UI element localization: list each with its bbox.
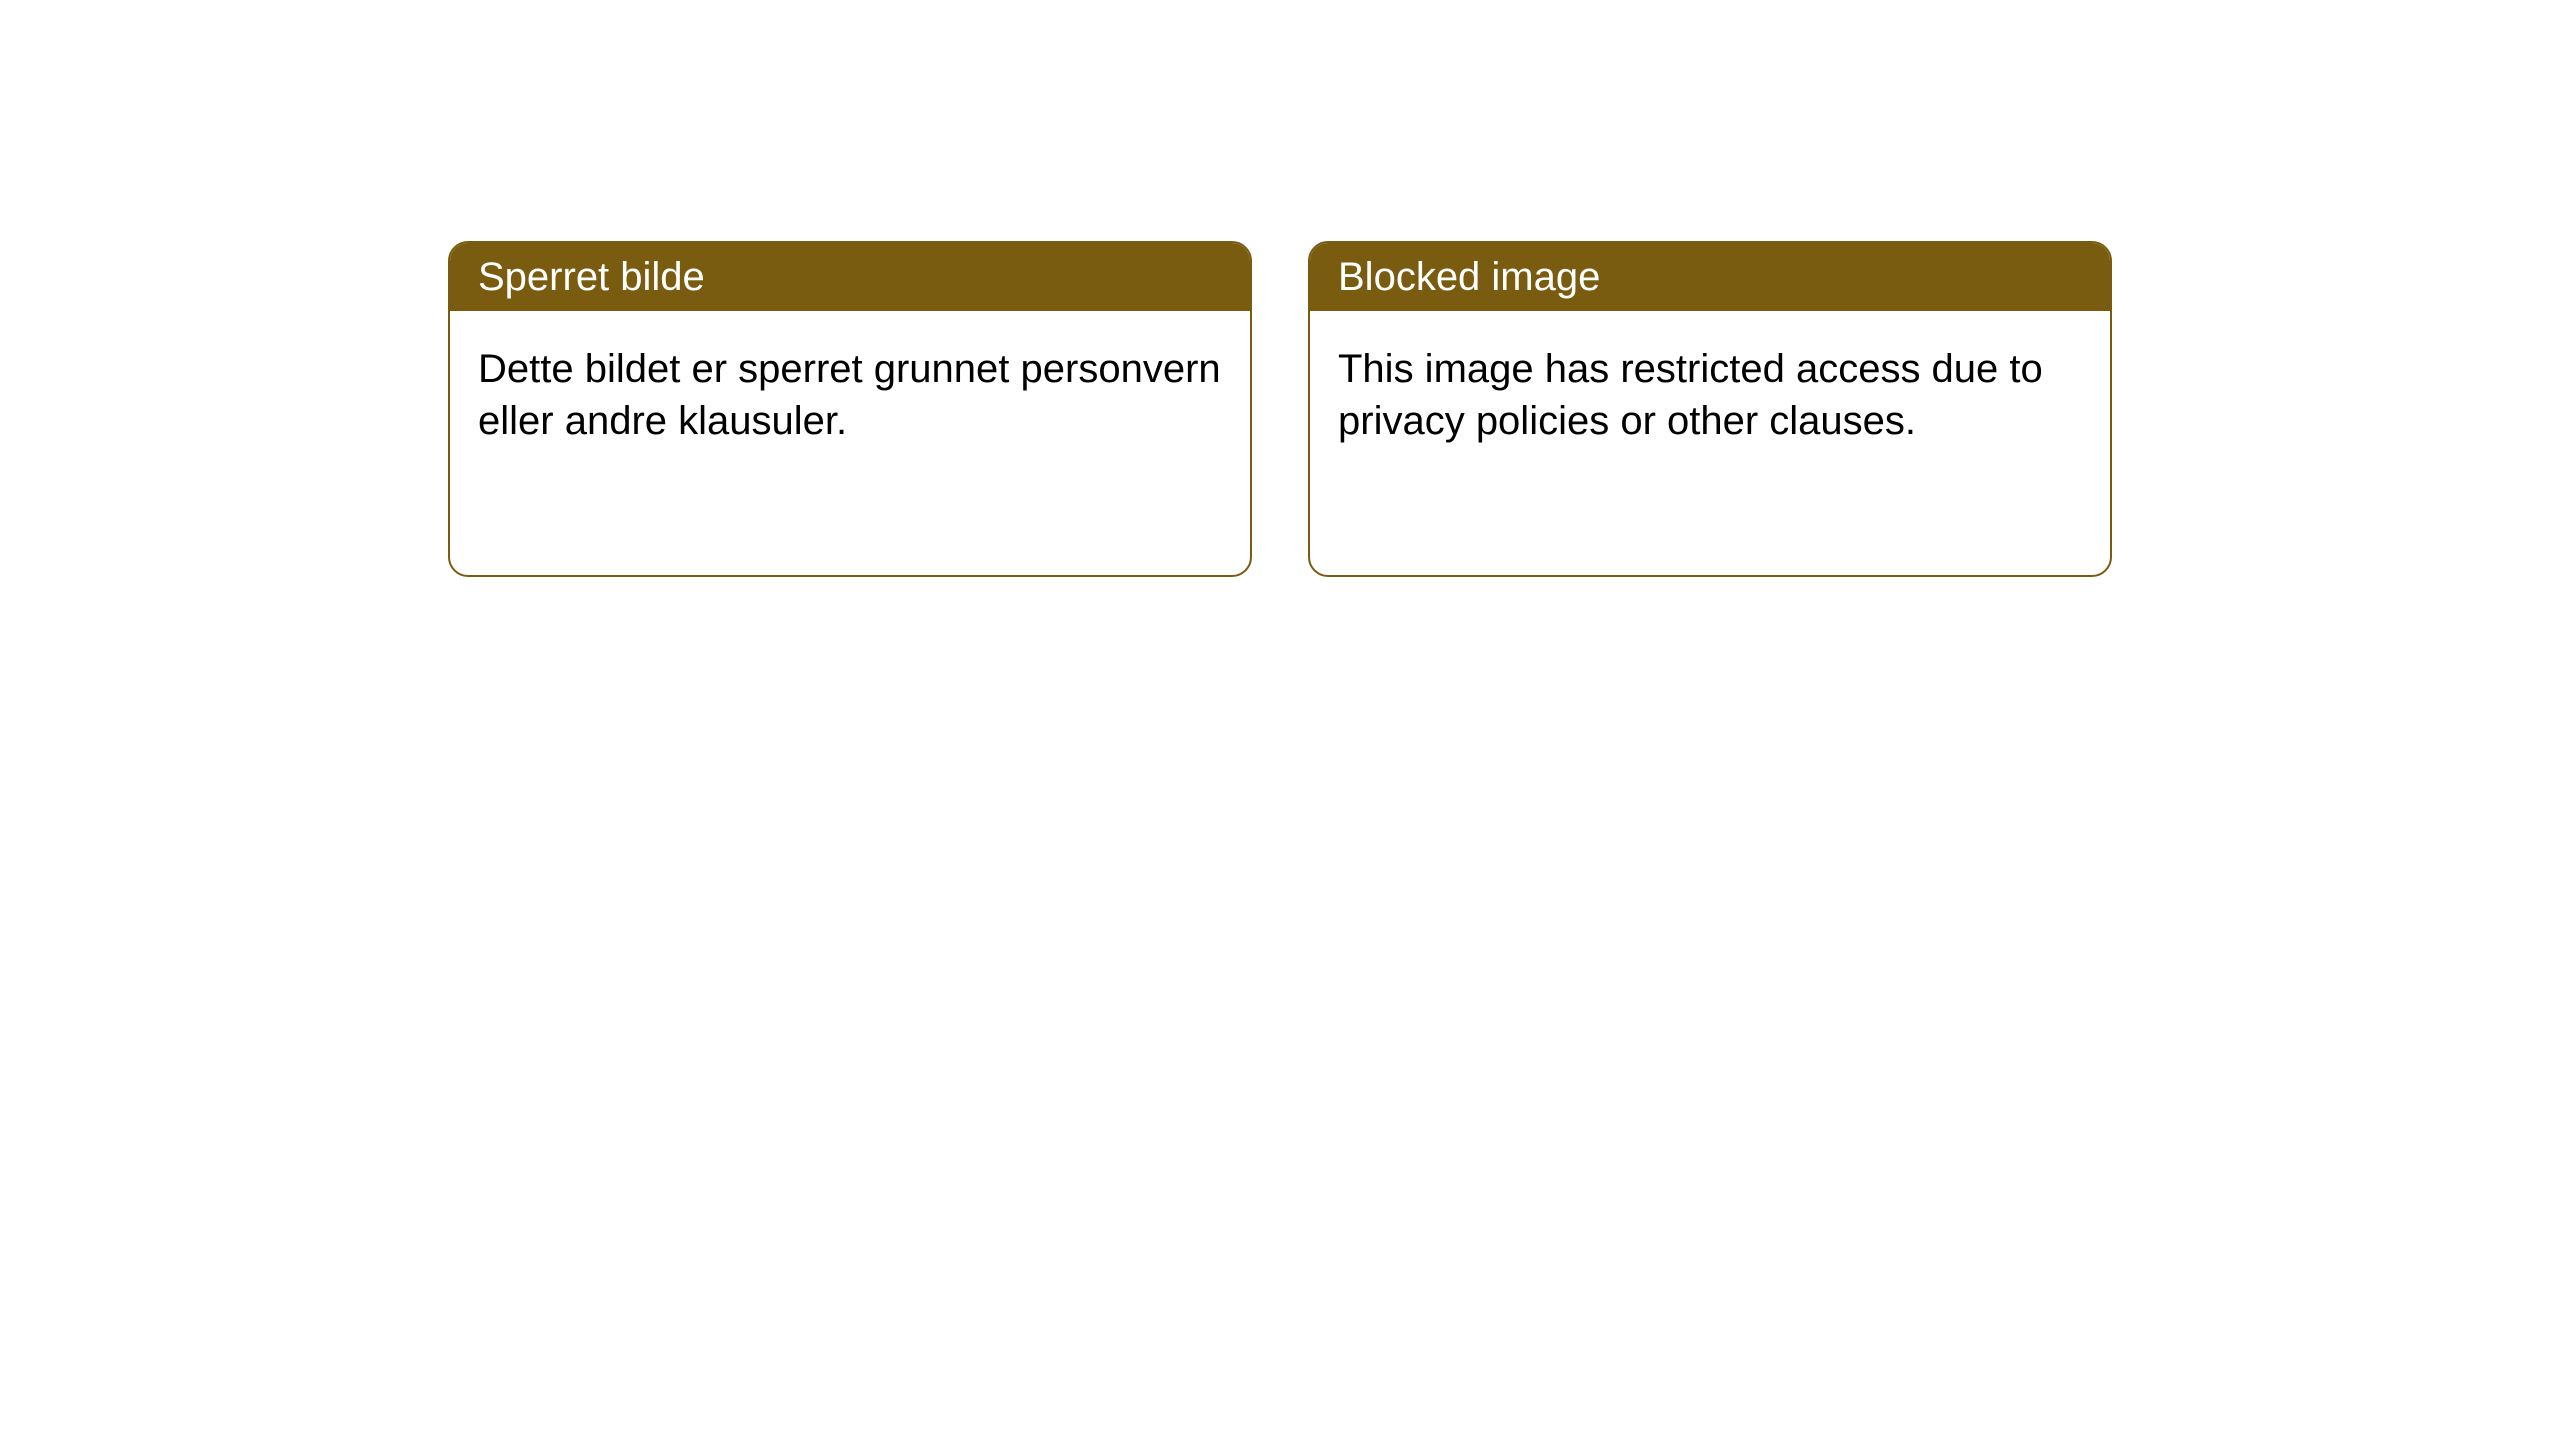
- notice-box-norwegian: Sperret bilde Dette bildet er sperret gr…: [448, 241, 1252, 577]
- notice-title: Sperret bilde: [450, 243, 1250, 311]
- notice-body-text: This image has restricted access due to …: [1310, 311, 2110, 479]
- notices-container: Sperret bilde Dette bildet er sperret gr…: [0, 0, 2560, 577]
- notice-body-text: Dette bildet er sperret grunnet personve…: [450, 311, 1250, 479]
- notice-title: Blocked image: [1310, 243, 2110, 311]
- notice-box-english: Blocked image This image has restricted …: [1308, 241, 2112, 577]
